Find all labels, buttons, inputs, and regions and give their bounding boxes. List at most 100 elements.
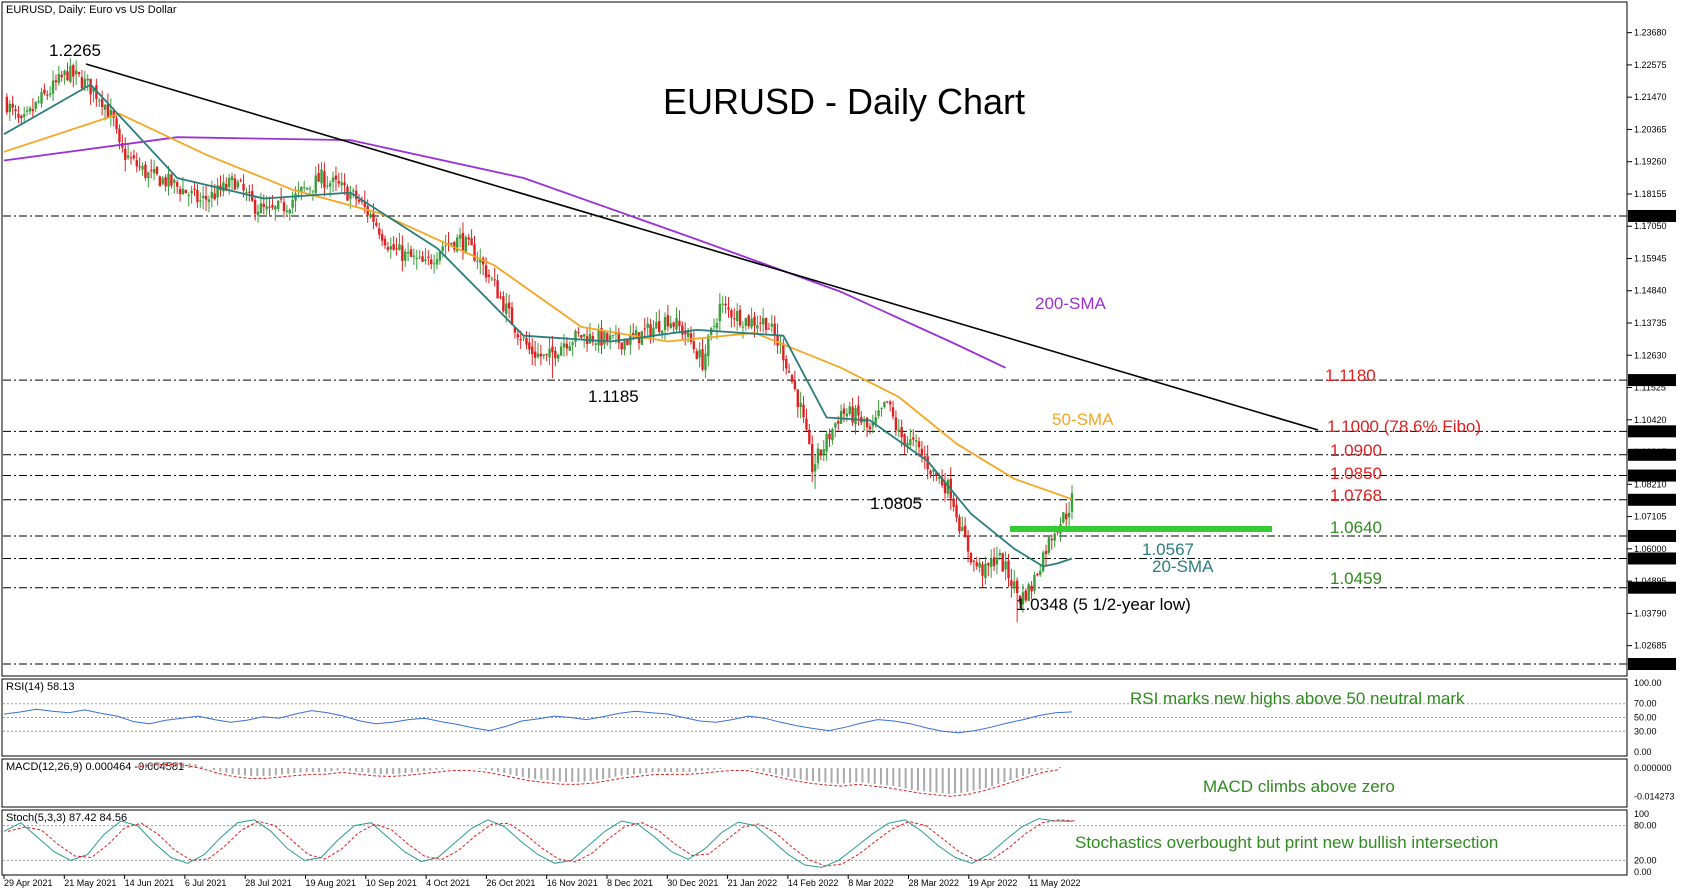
candle-body (227, 177, 231, 187)
candle-body (522, 337, 525, 339)
candle-body (502, 296, 505, 312)
candle-body (132, 155, 136, 159)
candle-body (493, 279, 496, 281)
candle-body (54, 80, 58, 83)
candle-body (204, 196, 208, 200)
candle-body (626, 340, 629, 346)
rsi-line (3, 708, 1073, 734)
price-tick-label: 1.10420 (1634, 415, 1667, 425)
rsi-panel-frame (1, 678, 1628, 757)
main-panel-frame (1, 1, 1628, 677)
rsi-tick-label: 50.00 (1634, 713, 1657, 723)
candle-body (199, 200, 202, 202)
stoch-panel-frame (1, 809, 1628, 876)
candle-body (854, 408, 857, 425)
stoch-tick-label: 0.00 (1634, 867, 1652, 877)
candle-body (943, 482, 947, 494)
candle-body (828, 433, 831, 440)
candle-body (617, 331, 621, 343)
candle-body (935, 472, 938, 476)
candle-body (138, 166, 141, 168)
candle-body (369, 214, 372, 218)
candle-body (655, 322, 658, 329)
price-box (1628, 425, 1676, 438)
annotation-level-0459: 1.0459 (1330, 569, 1382, 588)
candle-body (74, 70, 78, 75)
candle-body (796, 389, 799, 408)
candle-body (551, 346, 554, 353)
candle-body (1001, 553, 1004, 572)
candle-body (770, 323, 774, 327)
candle-body (72, 65, 75, 77)
candle-body (43, 89, 46, 94)
candle-body (326, 185, 329, 187)
candle-body (455, 237, 459, 252)
candle-body (409, 249, 413, 257)
candle-body (288, 209, 291, 214)
candle-body (213, 193, 216, 200)
candle-body (164, 177, 167, 187)
candle-body (533, 351, 537, 358)
candle-body (894, 417, 898, 431)
candle-body (767, 328, 771, 330)
price-tick-label: 1.20365 (1634, 124, 1667, 134)
price-box (1628, 658, 1676, 671)
candle-body (126, 155, 130, 158)
candle-body (998, 552, 1002, 556)
sma50-line (3, 112, 1073, 501)
candle-body (750, 318, 753, 328)
candle-body (89, 78, 92, 95)
candle-body (80, 77, 84, 89)
candle-body (964, 525, 967, 538)
candle-body (733, 318, 736, 320)
candle-body (415, 258, 418, 260)
candle-body (378, 228, 381, 235)
candle-body (141, 165, 144, 170)
price-box (1628, 448, 1676, 461)
candle-body (741, 326, 745, 328)
annotations: 1.2265 1.1185 1.0805 1.0348 (5 1/2-year … (49, 41, 1498, 852)
candle-body (684, 331, 687, 335)
annotation-level-1000: 1.1000 (78.6% Fibo) (1327, 417, 1481, 436)
candle-body (380, 233, 384, 241)
price-tick-label: 1.15945 (1634, 253, 1667, 263)
price-tick-label: 1.13735 (1634, 318, 1667, 328)
candle-body (577, 332, 580, 334)
candle-body (701, 349, 704, 370)
candle-body (129, 157, 133, 159)
candle-body (435, 259, 439, 265)
candle-body (1027, 584, 1030, 601)
rsi-tick-label: 100.00 (1634, 678, 1662, 688)
candle-body (782, 343, 785, 361)
candle-body (776, 334, 779, 346)
candle-body (152, 169, 156, 174)
candle-body (412, 255, 416, 257)
candle-body (886, 401, 889, 403)
candle-body (46, 94, 49, 96)
date-tick-label: 28 Jul 2021 (245, 878, 292, 888)
macd-header: MACD(12,26,9) 0.000464 -0.004581 (6, 761, 184, 773)
candle-body (112, 110, 115, 118)
price-tick-label: 1.22575 (1634, 60, 1667, 70)
candle-body (874, 417, 877, 424)
date-tick-label: 21 Jan 2022 (728, 878, 778, 888)
candle-body (606, 333, 609, 342)
candle-body (877, 410, 880, 417)
candle-body (181, 188, 185, 195)
candle-body (987, 563, 990, 566)
candle-body (464, 237, 468, 254)
candle-body (790, 374, 794, 382)
date-tick-label: 19 Apr 2022 (969, 878, 1018, 888)
candle-body (242, 183, 245, 191)
candle-body (184, 189, 188, 194)
candle-body (926, 456, 929, 470)
candle-body (536, 353, 540, 357)
candle-body (69, 65, 72, 82)
candle-body (265, 206, 268, 210)
candle-body (17, 113, 20, 118)
candle-body (1013, 581, 1016, 588)
annotation-macd: MACD climbs above zero (1203, 777, 1395, 796)
candle-body (871, 421, 875, 427)
annotation-level-1180: 1.1180 (1325, 366, 1376, 385)
candle-body (83, 78, 87, 89)
